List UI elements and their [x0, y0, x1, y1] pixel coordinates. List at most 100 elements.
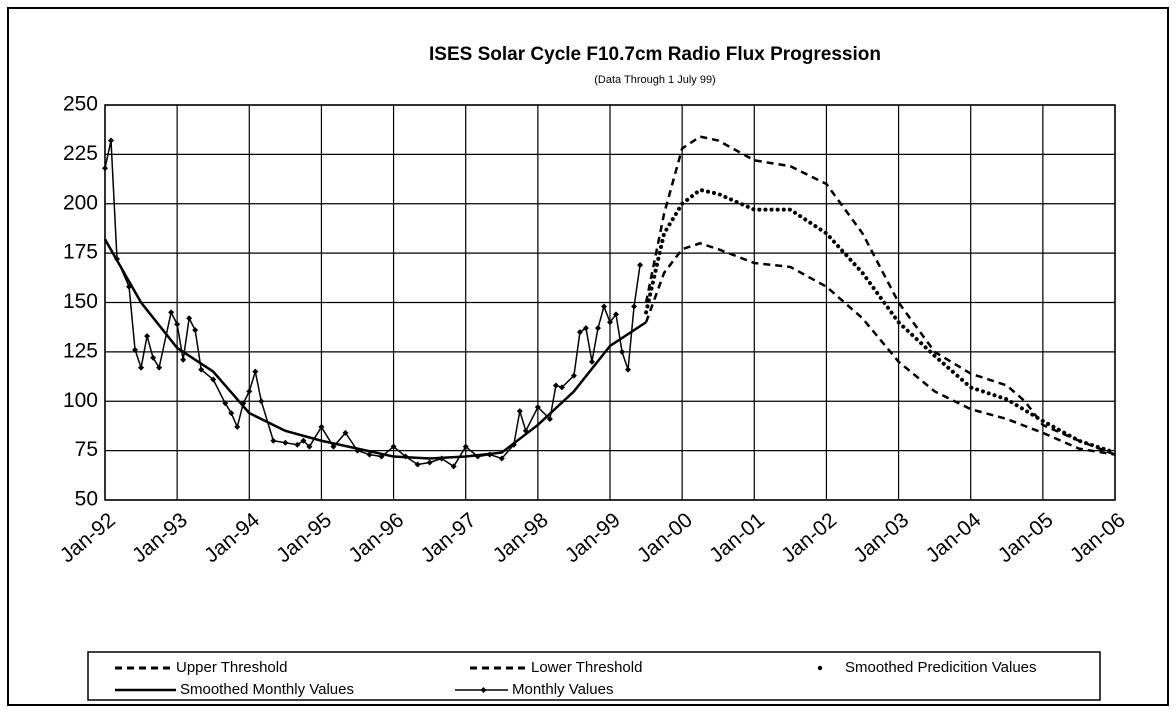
data-point: [474, 453, 481, 460]
x-tick-label: Jan-95: [272, 508, 336, 567]
data-point: [600, 303, 607, 310]
data-point: [126, 283, 133, 290]
legend-label: Monthly Values: [512, 681, 613, 698]
legend-label: Smoothed Predicition Values: [845, 659, 1037, 676]
data-point: [234, 423, 241, 430]
data-point: [108, 137, 115, 144]
x-tick-label: Jan-97: [417, 508, 481, 567]
data-point: [294, 441, 301, 448]
chart-subtitle: (Data Through 1 July 99): [594, 74, 715, 86]
data-point: [282, 439, 289, 446]
y-tick-label: 125: [63, 339, 98, 362]
data-point: [102, 165, 108, 172]
data-point: [186, 315, 193, 322]
data-point: [192, 327, 199, 334]
legend-swatch: [817, 665, 823, 671]
data-point: [619, 348, 626, 355]
y-tick-label: 175: [63, 241, 98, 264]
x-tick-label: Jan-00: [633, 508, 697, 567]
data-point: [222, 400, 229, 407]
x-tick-label: Jan-01: [705, 508, 769, 567]
data-point: [228, 410, 235, 417]
data-point: [486, 451, 493, 458]
data-point: [558, 384, 565, 391]
x-tick-label: Jan-98: [489, 508, 553, 567]
data-point: [426, 459, 433, 466]
x-tick-label: Jan-94: [200, 508, 264, 567]
series-line: [644, 241, 1116, 456]
data-point: [330, 443, 337, 450]
data-point: [607, 319, 613, 326]
data-point: [252, 368, 259, 375]
y-tick-label: 225: [63, 142, 98, 165]
data-point: [498, 455, 505, 462]
x-tick-label: Jan-03: [849, 508, 913, 567]
chart-frame: [7, 7, 1169, 706]
data-point: [240, 400, 247, 407]
data-point: [210, 376, 217, 383]
data-point: [168, 309, 175, 316]
x-tick-label: Jan-06: [1066, 508, 1130, 567]
data-point: [582, 325, 589, 332]
legend-label: Upper Threshold: [176, 659, 287, 676]
data-point: [258, 398, 265, 405]
data-point: [516, 408, 523, 415]
x-tick-label: Jan-93: [128, 508, 192, 567]
data-point: [631, 303, 638, 310]
y-tick-label: 75: [75, 438, 98, 461]
y-tick-label: 100: [63, 389, 98, 412]
data-point: [150, 354, 157, 361]
x-tick-label: Jan-99: [561, 508, 625, 567]
data-point: [138, 364, 145, 371]
data-point: [132, 346, 139, 353]
series-line: [104, 140, 641, 468]
data-point: [354, 447, 361, 454]
data-point: [366, 451, 373, 458]
x-tick-label: Jan-04: [922, 508, 986, 567]
legend-label: Smoothed Monthly Values: [180, 681, 354, 698]
data-point: [270, 437, 277, 444]
x-tick-label: Jan-05: [994, 508, 1058, 567]
data-point: [594, 325, 601, 332]
data-point: [450, 463, 457, 470]
x-tick-label: Jan-92: [56, 508, 120, 567]
data-point: [156, 364, 163, 371]
data-point: [588, 358, 595, 365]
data-point: [546, 416, 553, 423]
data-point: [414, 461, 421, 468]
data-point: [378, 453, 385, 460]
chart-title: ISES Solar Cycle F10.7cm Radio Flux Prog…: [429, 44, 881, 65]
series-line: [644, 135, 1116, 456]
data-point: [637, 261, 644, 268]
data-point: [180, 356, 187, 363]
data-point: [300, 437, 307, 444]
data-point: [576, 329, 583, 336]
y-tick-label: 150: [63, 290, 98, 313]
legend-label: Lower Threshold: [531, 659, 642, 676]
data-point: [114, 256, 121, 263]
data-point: [438, 455, 445, 462]
x-tick-label: Jan-02: [777, 508, 841, 567]
data-point: [144, 333, 151, 340]
data-point: [342, 429, 349, 436]
data-point: [613, 311, 620, 318]
data-point: [522, 427, 529, 434]
data-point: [552, 382, 559, 389]
data-point: [318, 423, 325, 430]
data-point: [174, 321, 181, 328]
data-point: [534, 404, 541, 411]
data-point: [570, 372, 577, 379]
plot-frame: [104, 104, 1116, 501]
data-point: [198, 366, 205, 373]
data-point: [462, 443, 469, 450]
series-line: [103, 238, 647, 460]
x-tick-label: Jan-96: [344, 508, 408, 567]
data-point: [246, 388, 253, 395]
y-tick-label: 200: [63, 191, 98, 214]
data-point: [510, 441, 517, 448]
y-tick-label: 250: [63, 93, 98, 116]
data-point: [390, 443, 397, 450]
legend-marker: [480, 687, 487, 693]
data-point: [625, 366, 632, 373]
